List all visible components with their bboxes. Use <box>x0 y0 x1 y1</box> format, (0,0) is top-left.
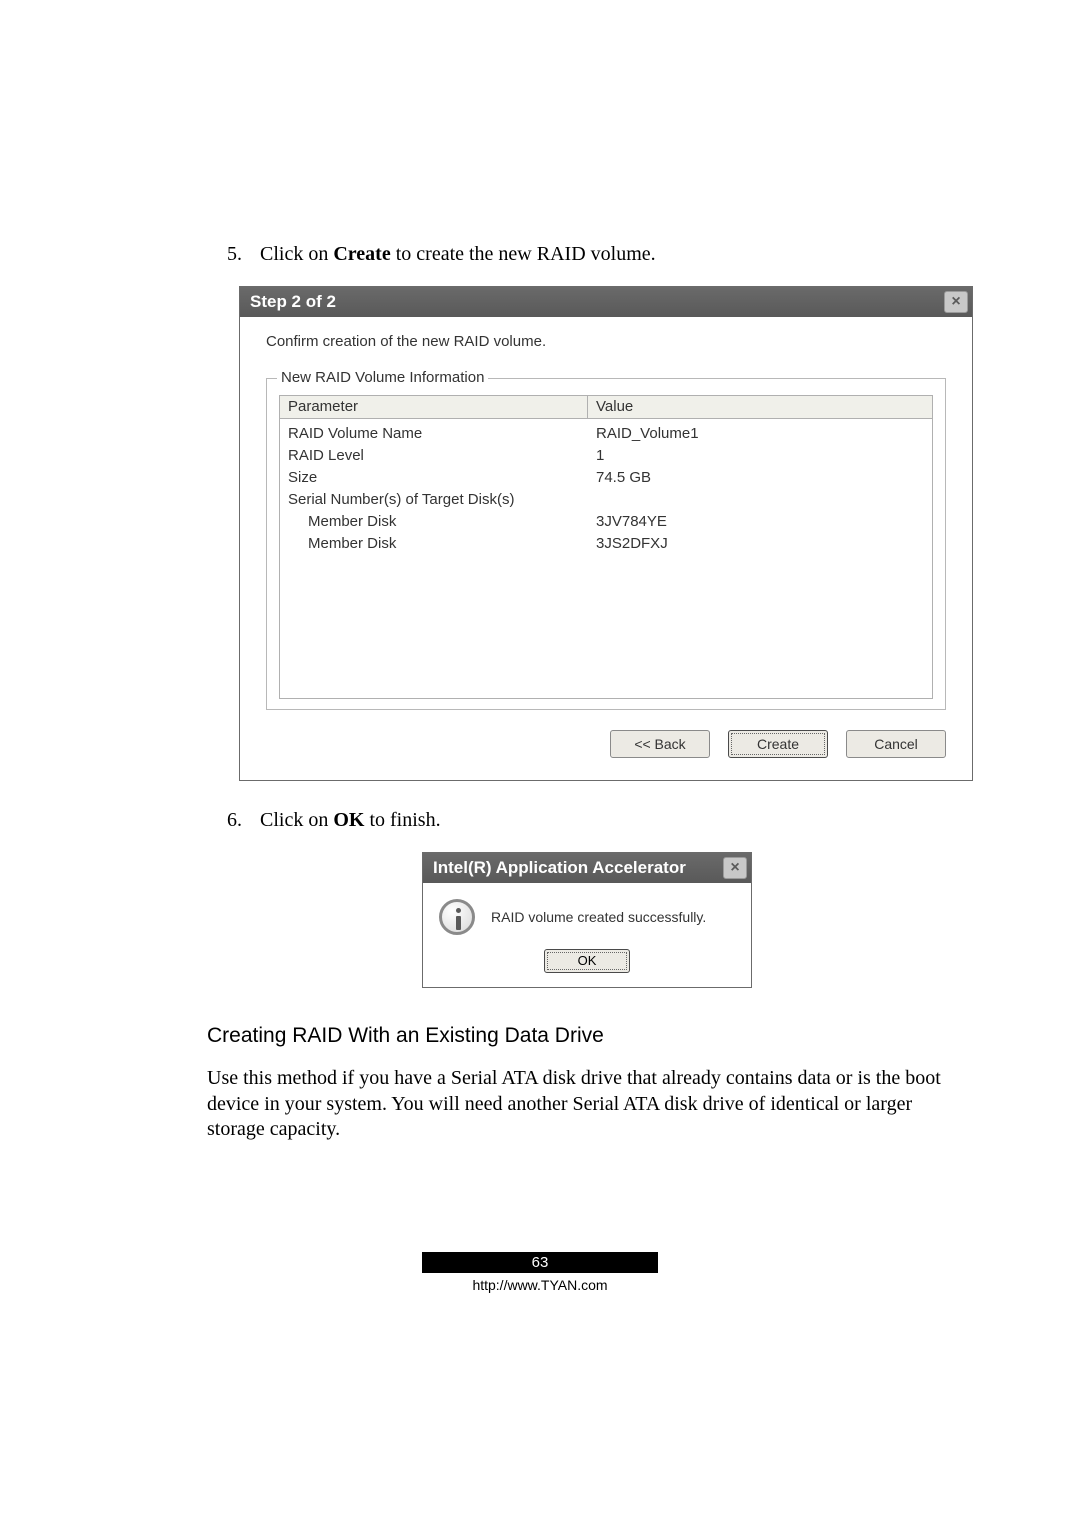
dialog-button-row: << Back Create Cancel <box>266 726 946 764</box>
page-footer: 63 http://www.TYAN.com <box>0 1252 1080 1293</box>
dialog-titlebar: Step 2 of 2 × <box>240 287 972 317</box>
dialog-button-row: OK <box>423 943 751 987</box>
page-number: 63 <box>422 1252 659 1273</box>
dialog-title: Intel(R) Application Accelerator <box>433 858 686 878</box>
footer-url: http://www.TYAN.com <box>0 1277 1080 1293</box>
table-row: Member Disk3JV784YE <box>280 511 932 533</box>
table-row: Serial Number(s) of Target Disk(s) <box>280 489 932 511</box>
volume-info-fieldset: New RAID Volume Information Parameter Va… <box>266 378 946 710</box>
info-icon <box>439 899 475 935</box>
table-body: RAID Volume NameRAID_Volume1 RAID Level1… <box>279 419 933 699</box>
dialog-titlebar: Intel(R) Application Accelerator × <box>423 853 751 883</box>
step-6: 6. Click on OK to finish. <box>227 809 967 832</box>
cancel-button[interactable]: Cancel <box>846 730 946 758</box>
dialog-body: Confirm creation of the new RAID volume.… <box>240 317 972 780</box>
wizard-step2-dialog: Step 2 of 2 × Confirm creation of the ne… <box>239 286 973 781</box>
dialog-title: Step 2 of 2 <box>250 292 336 312</box>
table-row: Size74.5 GB <box>280 467 932 489</box>
create-button[interactable]: Create <box>728 730 828 758</box>
col-value: Value <box>588 396 932 418</box>
dialog-body: RAID volume created successfully. <box>423 883 751 943</box>
step-number: 5. <box>227 243 255 266</box>
ok-button[interactable]: OK <box>544 949 630 973</box>
step-5: 5. Click on Create to create the new RAI… <box>227 243 967 266</box>
back-button[interactable]: << Back <box>610 730 710 758</box>
section-heading: Creating RAID With an Existing Data Driv… <box>207 1024 967 1048</box>
table-row: RAID Level1 <box>280 445 932 467</box>
success-dialog: Intel(R) Application Accelerator × RAID … <box>422 852 752 988</box>
step-number: 6. <box>227 809 255 832</box>
table-row: RAID Volume NameRAID_Volume1 <box>280 423 932 445</box>
success-message: RAID volume created successfully. <box>491 909 706 925</box>
fieldset-legend: New RAID Volume Information <box>277 369 488 386</box>
step-text: Click on OK to finish. <box>260 809 441 831</box>
col-parameter: Parameter <box>280 396 588 418</box>
table-row: Member Disk3JS2DFXJ <box>280 533 932 555</box>
confirm-text: Confirm creation of the new RAID volume. <box>266 333 946 350</box>
step-text: Click on Create to create the new RAID v… <box>260 243 656 265</box>
parameter-table: Parameter Value RAID Volume NameRAID_Vol… <box>279 395 933 699</box>
body-paragraph: Use this method if you have a Serial ATA… <box>207 1066 967 1143</box>
close-icon[interactable]: × <box>723 857 747 879</box>
table-header: Parameter Value <box>279 395 933 419</box>
close-icon[interactable]: × <box>944 291 968 313</box>
